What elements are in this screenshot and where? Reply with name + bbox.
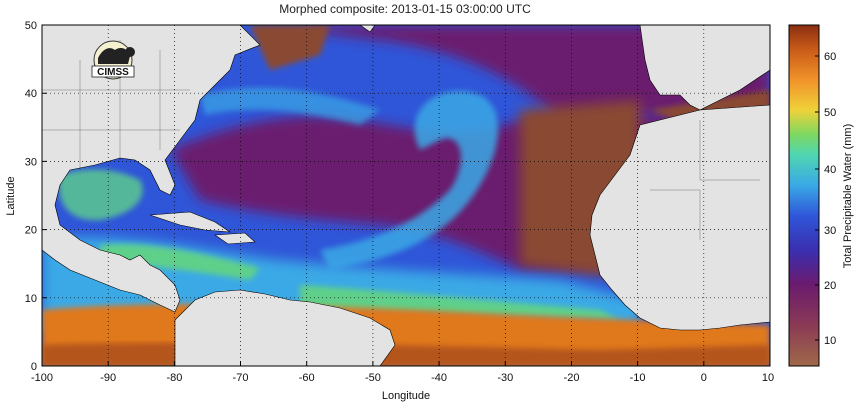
y-tick-label: 50	[25, 20, 37, 32]
map-title: Morphed composite: 2013-01-15 03:00:00 U…	[279, 2, 531, 16]
south-america-land	[174, 289, 396, 366]
colorbar-tick-label: 40	[824, 164, 836, 176]
colorbar-tick-label: 50	[824, 107, 836, 119]
y-tick-label: 0	[31, 361, 37, 373]
x-tick-label: -100	[31, 372, 53, 384]
europe-land	[639, 25, 770, 111]
hispaniola-island	[214, 232, 256, 245]
y-tick-label: 40	[25, 88, 37, 100]
cimss-logo: CIMSS	[91, 40, 135, 80]
x-axis-label: Longitude	[382, 390, 430, 402]
cuba-island	[149, 211, 232, 233]
x-axis: -100 -90 -80 -70 -60 -50 -40 -30 -20 -10…	[31, 361, 774, 402]
y-axis-label: Latitude	[5, 176, 17, 215]
x-tick-label: -40	[431, 372, 447, 384]
x-tick-label: -10	[630, 372, 646, 384]
y-tick-label: 20	[25, 225, 37, 237]
colorbar-gradient	[788, 24, 820, 367]
x-tick-label: -70	[233, 372, 249, 384]
x-tick-label: -30	[497, 372, 513, 384]
x-tick-label: -20	[564, 372, 580, 384]
x-tick-label: -60	[299, 372, 315, 384]
x-tick-label: -90	[100, 372, 116, 384]
north-america-land	[42, 25, 261, 313]
colorbar-tick-label: 60	[824, 51, 836, 63]
x-tick-label: 0	[701, 372, 707, 384]
y-tick-label: 30	[25, 156, 37, 168]
colorbar-label: Total Precipitable Water (mm)	[842, 124, 854, 268]
graticule	[42, 25, 770, 366]
x-tick-label: 10	[762, 372, 774, 384]
greenland-land	[359, 25, 376, 33]
colorbar: 10 20 30 40 50 60 Total Precipitable Wat…	[788, 24, 854, 367]
colorbar-tick-label: 30	[824, 225, 836, 237]
logo-text: CIMSS	[97, 67, 129, 78]
y-tick-label: 10	[25, 293, 37, 305]
x-tick-label: -50	[365, 372, 381, 384]
map-frame	[41, 24, 771, 367]
colorbar-tick-label: 10	[824, 335, 836, 347]
colorbar-tick-label: 20	[824, 280, 836, 292]
x-tick-label: -80	[166, 372, 182, 384]
y-axis: 0 10 20 30 40 50 Latitude	[5, 20, 47, 373]
